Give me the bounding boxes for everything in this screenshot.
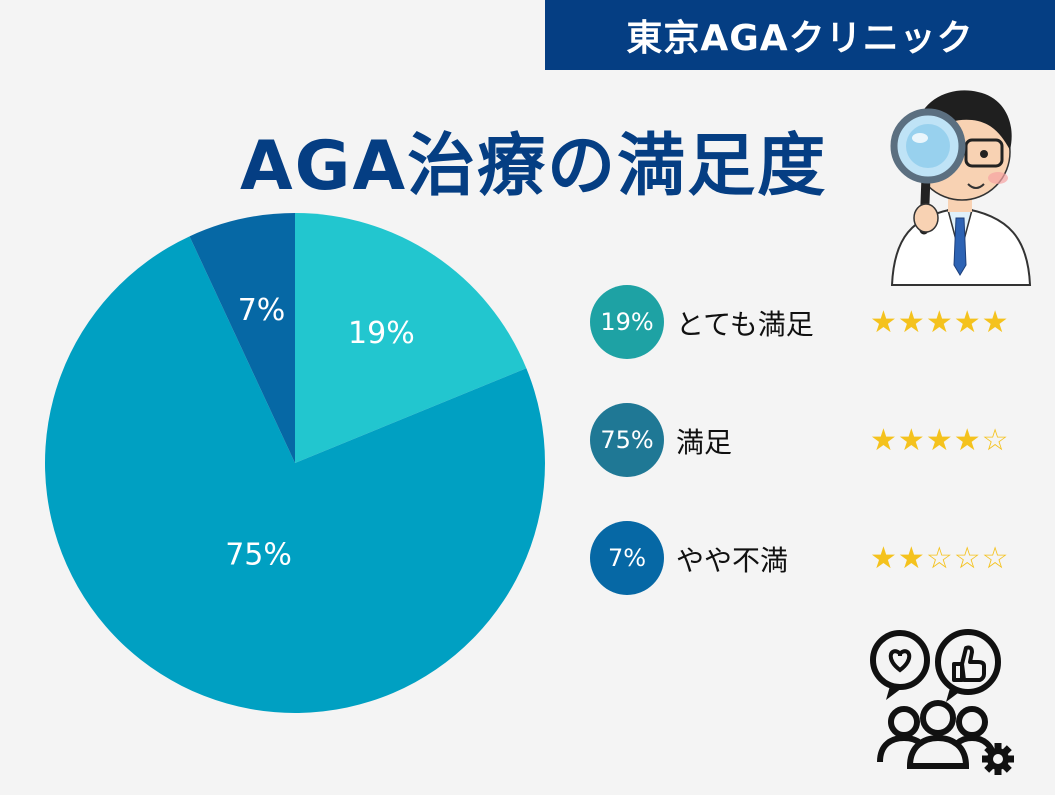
customer-feedback-icon <box>870 629 1014 775</box>
legend-label: やや不満 <box>676 544 789 577</box>
legend-label: 満足 <box>676 426 733 459</box>
brand-header: 東京AGAクリニック <box>545 0 1055 70</box>
star-filled-icon: ★ <box>925 305 954 340</box>
star-filled-icon: ★ <box>953 423 982 458</box>
legend-label: とても満足 <box>676 308 814 341</box>
star-empty-icon: ☆ <box>953 541 982 576</box>
legend-percent-badge: 75% <box>590 403 664 477</box>
pie-slice-very-satisfied <box>295 213 527 463</box>
star-rating: ★★★★☆ <box>870 423 1010 458</box>
star-rating: ★★★★★ <box>870 305 1010 340</box>
pie-data-label: 7% <box>238 293 286 328</box>
star-filled-icon: ★ <box>925 423 954 458</box>
star-empty-icon: ☆ <box>925 541 954 576</box>
legend-item-satisfied: 75% 満足 ★★★★☆ <box>590 403 1030 521</box>
star-filled-icon: ★ <box>870 541 898 576</box>
legend-percent-badge: 19% <box>590 285 664 359</box>
legend-percent-badge: 7% <box>590 521 664 595</box>
star-filled-icon: ★ <box>870 423 898 458</box>
star-filled-icon: ★ <box>981 305 1010 340</box>
star-filled-icon: ★ <box>953 305 982 340</box>
star-filled-icon: ★ <box>870 305 898 340</box>
legend: 19% とても満足 ★★★★★ 75% 満足 ★★★★☆ 7% やや不満 ★★☆… <box>590 285 1030 639</box>
pie-slice-satisfied <box>44 236 545 714</box>
legend-item-somewhat-unsatisfied: 7% やや不満 ★★☆☆☆ <box>590 521 1030 639</box>
star-rating: ★★☆☆☆ <box>870 541 1010 576</box>
pie-chart: 19% 75% 7% <box>44 213 545 714</box>
pie-data-label: 19% <box>348 316 415 351</box>
star-filled-icon: ★ <box>897 305 926 340</box>
page-title: AGA治療の満足度 <box>240 127 828 206</box>
legend-item-very-satisfied: 19% とても満足 ★★★★★ <box>590 285 1030 403</box>
pie-slice-somewhat-unsatisfied <box>189 213 295 463</box>
pie-data-label: 75% <box>225 538 292 573</box>
star-filled-icon: ★ <box>897 423 926 458</box>
doctor-magnifier-icon <box>890 90 1032 286</box>
star-empty-icon: ☆ <box>981 423 1010 458</box>
star-filled-icon: ★ <box>897 541 926 576</box>
brand-name: 東京AGAクリニック <box>626 18 974 59</box>
star-empty-icon: ☆ <box>981 541 1010 576</box>
